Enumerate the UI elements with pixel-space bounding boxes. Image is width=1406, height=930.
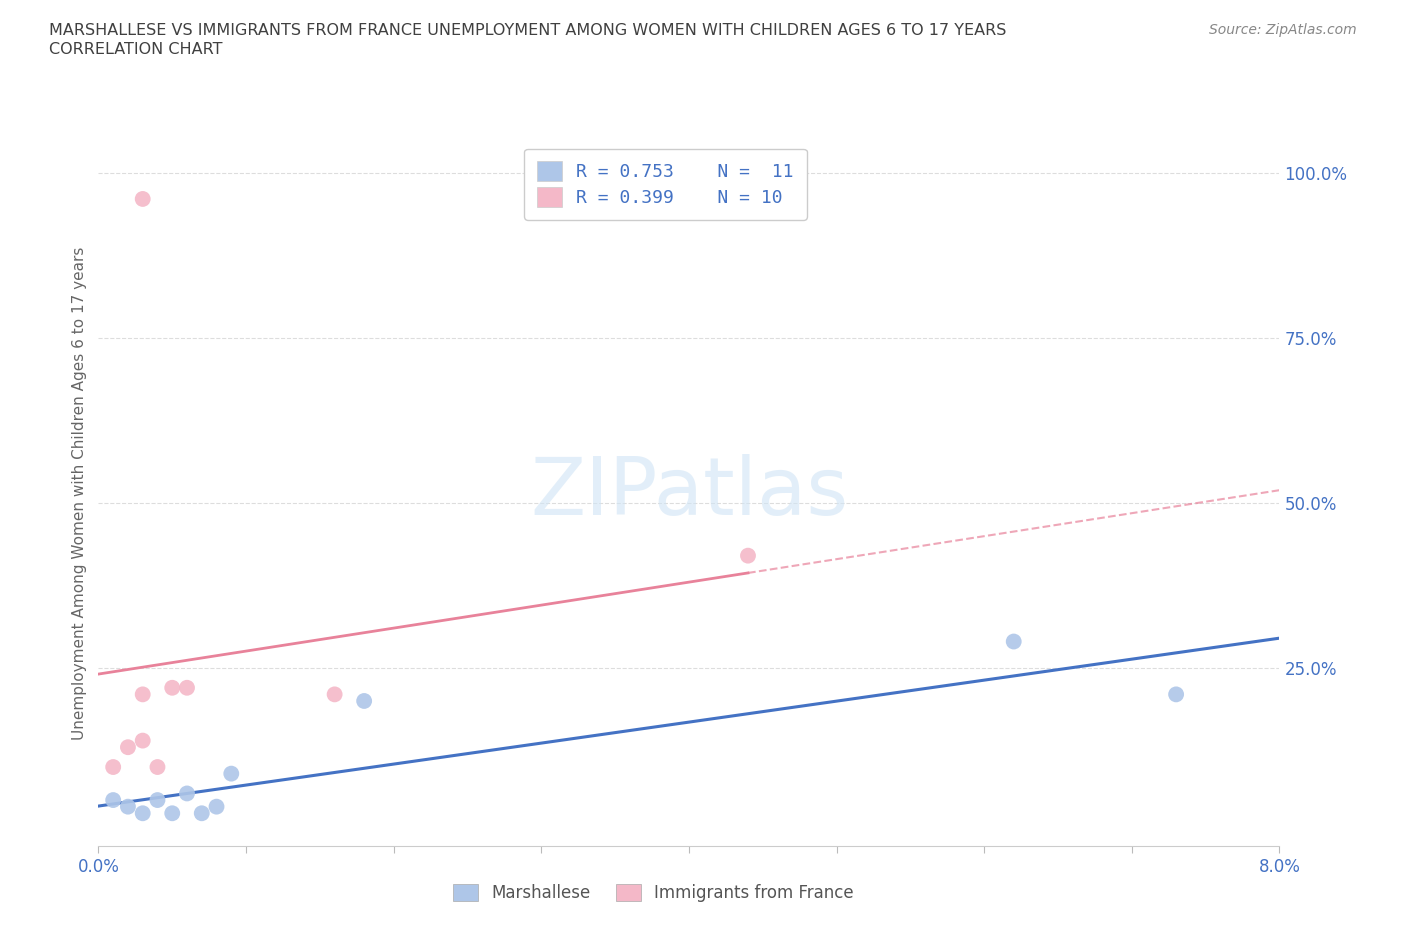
Point [117, 799, 139, 814]
Point [176, 681, 198, 696]
Point [353, 694, 375, 709]
Point [162, 681, 183, 696]
Point [191, 805, 214, 820]
Point [219, 766, 242, 781]
Text: MARSHALLESE VS IMMIGRANTS FROM FRANCE UNEMPLOYMENT AMONG WOMEN WITH CHILDREN AGE: MARSHALLESE VS IMMIGRANTS FROM FRANCE UN… [49, 23, 1007, 38]
Point [737, 548, 759, 563]
Y-axis label: Unemployment Among Women with Children Ages 6 to 17 years: Unemployment Among Women with Children A… [72, 246, 87, 739]
Point [323, 687, 346, 702]
Point [132, 192, 155, 206]
Point [103, 792, 125, 807]
Legend: R = 0.753    N =  11, R = 0.399    N = 10: R = 0.753 N = 11, R = 0.399 N = 10 [524, 149, 807, 219]
Point [132, 805, 155, 820]
Point [117, 739, 139, 754]
Point [1002, 634, 1025, 649]
Point [205, 799, 228, 814]
Point [146, 792, 169, 807]
Point [176, 786, 198, 801]
Point [1164, 687, 1187, 702]
Text: CORRELATION CHART: CORRELATION CHART [49, 42, 222, 57]
Point [103, 760, 125, 775]
Point [132, 687, 155, 702]
Point [146, 760, 169, 775]
Point [162, 805, 183, 820]
Text: ZIPatlas: ZIPatlas [530, 454, 848, 532]
Point [132, 733, 155, 748]
Text: Source: ZipAtlas.com: Source: ZipAtlas.com [1209, 23, 1357, 37]
